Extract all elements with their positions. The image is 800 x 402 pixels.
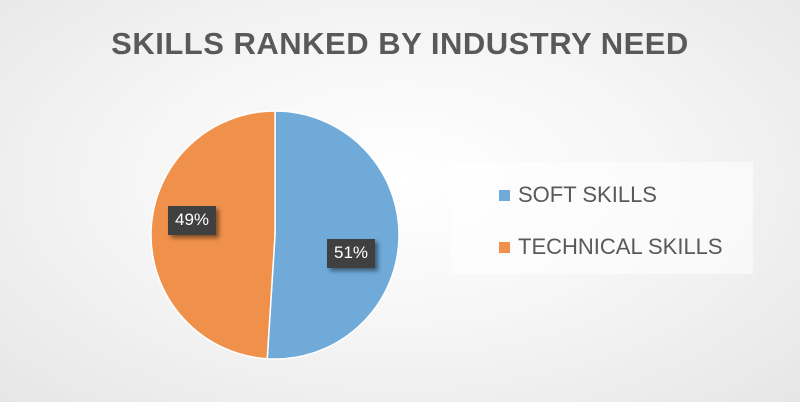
legend-label-technical-skills: TECHNICAL SKILLS [518,234,723,259]
chart-title: SKILLS RANKED BY INDUSTRY NEED [111,26,689,61]
pie-slices [150,110,400,360]
legend: SOFT SKILLS TECHNICAL SKILLS [451,162,753,274]
legend-swatch-technical-skills [499,241,510,253]
legend-swatch-soft-skills [499,189,510,201]
pie-slice-technical-skills [150,110,276,360]
legend-item-technical-skills: TECHNICAL SKILLS [499,234,723,260]
data-label-technical-skills: 49% [168,206,217,235]
data-label-soft-skills: 51% [327,239,376,268]
legend-label-soft-skills: SOFT SKILLS [518,182,657,207]
legend-item-soft-skills: SOFT SKILLS [499,182,657,208]
pie-slice-soft-skills [266,110,400,360]
